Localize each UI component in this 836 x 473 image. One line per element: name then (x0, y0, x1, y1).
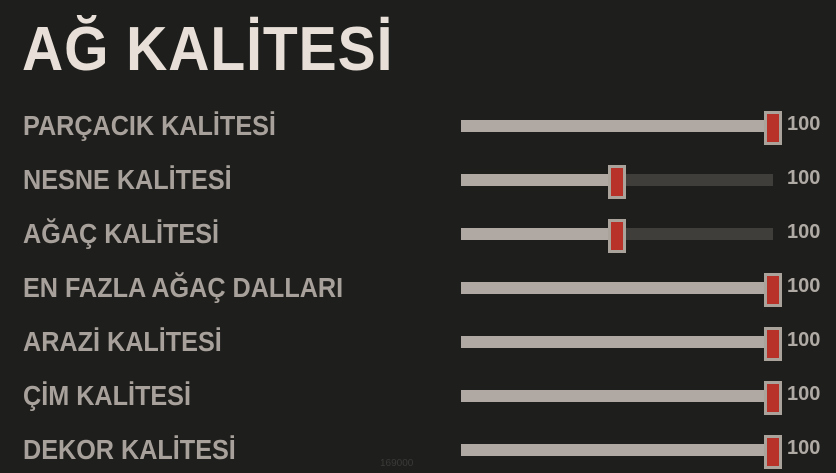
watermark-text: 169000 (380, 458, 414, 469)
slider-label: ÇİM KALİTESİ (23, 380, 192, 411)
slider-label: EN FAZLA AĞAÇ DALLARI (23, 272, 344, 303)
slider-value: 100 (787, 329, 821, 351)
slider-value: 100 (787, 221, 821, 243)
slider-value: 100 (787, 383, 821, 405)
slider-thumb[interactable] (608, 219, 626, 253)
slider-track[interactable] (461, 165, 773, 199)
slider-label: NESNE KALİTESİ (23, 164, 232, 195)
slider-thumb[interactable] (764, 435, 782, 469)
slider-row: AĞAÇ KALİTESİ 100 (0, 214, 836, 254)
slider-value: 100 (787, 167, 821, 189)
slider-label: ARAZİ KALİTESİ (23, 326, 222, 357)
slider-value: 100 (787, 275, 821, 297)
slider-row: ÇİM KALİTESİ 100 (0, 376, 836, 416)
slider-row: DEKOR KALİTESİ 100 (0, 430, 836, 470)
slider-label: AĞAÇ KALİTESİ (23, 218, 220, 249)
page-title: AĞ KALİTESİ (22, 15, 394, 84)
slider-fill (461, 228, 617, 240)
slider-value: 100 (787, 113, 821, 135)
slider-track[interactable] (461, 273, 782, 307)
slider-row: NESNE KALİTESİ 100 (0, 160, 836, 200)
slider-fill (461, 444, 773, 456)
slider-fill (461, 336, 773, 348)
slider-track[interactable] (461, 327, 782, 361)
slider-track[interactable] (461, 219, 773, 253)
slider-fill (461, 174, 617, 186)
slider-label: DEKOR KALİTESİ (23, 434, 236, 465)
slider-row: PARÇACIK KALİTESİ 100 (0, 106, 836, 146)
slider-row: ARAZİ KALİTESİ 100 (0, 322, 836, 362)
slider-fill (461, 282, 773, 294)
slider-thumb[interactable] (764, 111, 782, 145)
slider-thumb[interactable] (764, 273, 782, 307)
slider-row: EN FAZLA AĞAÇ DALLARI 100 (0, 268, 836, 308)
slider-fill (461, 390, 773, 402)
slider-thumb[interactable] (608, 165, 626, 199)
slider-label: PARÇACIK KALİTESİ (23, 110, 276, 141)
slider-track[interactable] (461, 435, 782, 469)
slider-value: 100 (787, 437, 821, 459)
slider-track[interactable] (461, 111, 782, 145)
slider-fill (461, 120, 773, 132)
slider-thumb[interactable] (764, 381, 782, 415)
slider-track[interactable] (461, 381, 782, 415)
slider-thumb[interactable] (764, 327, 782, 361)
